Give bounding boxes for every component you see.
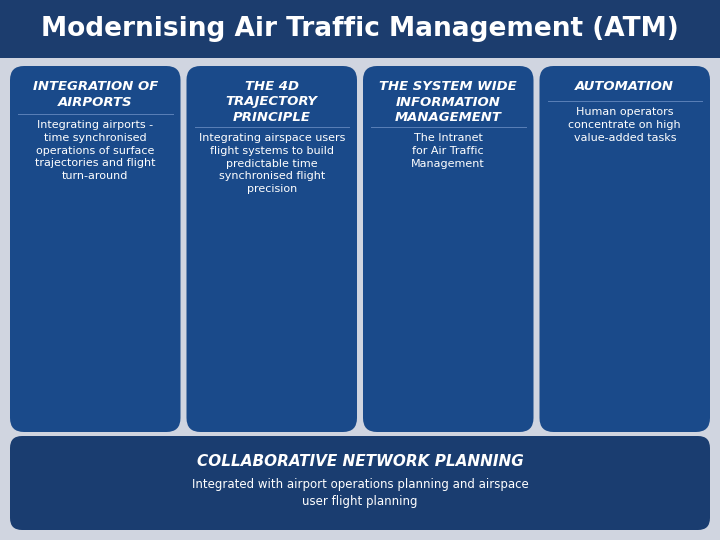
Text: THE 4D
TRAJECTORY
PRINCIPLE: THE 4D TRAJECTORY PRINCIPLE: [226, 80, 318, 124]
Text: THE SYSTEM WIDE
INFORMATION
MANAGEMENT: THE SYSTEM WIDE INFORMATION MANAGEMENT: [379, 80, 517, 124]
FancyBboxPatch shape: [10, 436, 710, 530]
Text: COLLABORATIVE NETWORK PLANNING: COLLABORATIVE NETWORK PLANNING: [197, 454, 523, 469]
Text: Integrating airports -
time synchronised
operations of surface
trajectories and : Integrating airports - time synchronised…: [35, 120, 156, 181]
Text: Integrating airspace users
flight systems to build
predictable time
synchronised: Integrating airspace users flight system…: [199, 133, 345, 194]
Text: The Intranet
for Air Traffic
Management: The Intranet for Air Traffic Management: [411, 133, 485, 168]
Text: Integrated with airport operations planning and airspace
user flight planning: Integrated with airport operations plann…: [192, 478, 528, 508]
FancyBboxPatch shape: [186, 66, 357, 432]
Text: INTEGRATION OF
AIRPORTS: INTEGRATION OF AIRPORTS: [32, 80, 158, 109]
FancyBboxPatch shape: [10, 66, 181, 432]
Text: Modernising Air Traffic Management (ATM): Modernising Air Traffic Management (ATM): [41, 16, 679, 42]
Text: Human operators
concentrate on high
value-added tasks: Human operators concentrate on high valu…: [568, 107, 681, 143]
Text: AUTOMATION: AUTOMATION: [575, 80, 674, 93]
Bar: [0, 0, 720, 58]
FancyBboxPatch shape: [363, 66, 534, 432]
FancyBboxPatch shape: [539, 66, 710, 432]
